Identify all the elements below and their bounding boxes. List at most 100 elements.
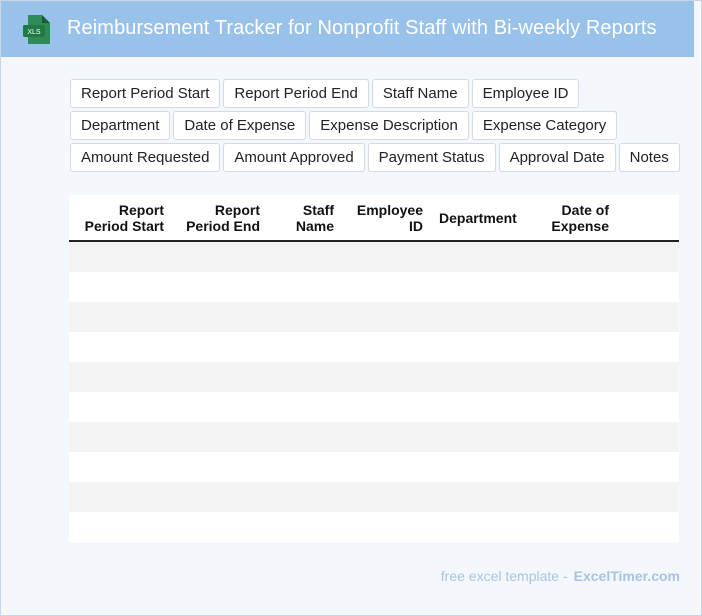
table-cell[interactable] [69, 362, 172, 392]
table-cell[interactable] [172, 272, 268, 302]
table-cell[interactable] [342, 302, 431, 332]
column-header[interactable]: Report Period End [172, 195, 268, 242]
column-header[interactable]: Department [431, 195, 522, 242]
table-cell[interactable] [617, 392, 679, 422]
table-cell[interactable] [617, 302, 679, 332]
table-cell[interactable] [69, 482, 172, 512]
column-header[interactable]: Date of Expense [522, 195, 617, 242]
column-header[interactable]: Staff Name [268, 195, 342, 242]
table-cell[interactable] [268, 482, 342, 512]
table-cell[interactable] [522, 332, 617, 362]
file-badge-label: XLS [27, 29, 41, 36]
table-cell[interactable] [431, 272, 522, 302]
table-cell[interactable] [172, 452, 268, 482]
table-cell[interactable] [268, 272, 342, 302]
field-chip[interactable]: Payment Status [367, 143, 496, 172]
field-chip[interactable]: Report Period End [223, 79, 369, 108]
table-cell[interactable] [522, 392, 617, 422]
table-cell[interactable] [342, 452, 431, 482]
table-cell[interactable] [268, 241, 342, 272]
table-cell[interactable] [172, 332, 268, 362]
table-cell[interactable] [69, 302, 172, 332]
field-chip[interactable]: Date of Expense [173, 111, 307, 140]
table-cell[interactable] [431, 392, 522, 422]
table-cell[interactable] [342, 362, 431, 392]
table-cell[interactable] [617, 272, 679, 302]
table-cell[interactable] [69, 241, 172, 272]
field-chip[interactable]: Amount Approved [223, 143, 365, 172]
column-header-line: Staff [302, 201, 334, 218]
app-header: XLS Reimbursement Tracker for Nonprofit … [1, 1, 694, 57]
data-table-container[interactable]: Report Period Start Report Period End Staff N… [69, 195, 679, 542]
column-header-line: Report [214, 201, 260, 218]
table-cell[interactable] [69, 422, 172, 452]
field-chip[interactable]: Notes [618, 143, 680, 172]
table-cell[interactable] [522, 241, 617, 272]
table-cell[interactable] [69, 392, 172, 422]
table-row [69, 272, 679, 302]
data-table: Report Period Start Report Period End Staff N… [69, 195, 679, 542]
field-chip[interactable]: Expense Category [471, 111, 618, 140]
table-cell[interactable] [342, 332, 431, 362]
table-cell[interactable] [522, 302, 617, 332]
table-cell[interactable] [522, 272, 617, 302]
table-cell[interactable] [342, 512, 431, 542]
field-chip[interactable]: Report Period Start [70, 79, 221, 108]
field-chip[interactable]: Staff Name [371, 79, 469, 108]
table-cell[interactable] [617, 452, 679, 482]
table-cell[interactable] [172, 482, 268, 512]
column-header[interactable]: Report Period Start [69, 195, 172, 242]
table-cell[interactable] [431, 362, 522, 392]
field-chip[interactable]: Amount Requested [70, 143, 221, 172]
table-header-row: Report Period Start Report Period End Staff N… [69, 195, 679, 242]
table-cell[interactable] [522, 422, 617, 452]
table-cell[interactable] [69, 272, 172, 302]
table-cell[interactable] [431, 332, 522, 362]
table-cell[interactable] [172, 241, 268, 272]
table-cell[interactable] [617, 482, 679, 512]
field-chip[interactable]: Expense Description [309, 111, 469, 140]
table-cell[interactable] [342, 241, 431, 272]
field-chip[interactable]: Department [70, 111, 171, 140]
table-cell[interactable] [617, 362, 679, 392]
table-cell[interactable] [342, 272, 431, 302]
table-cell[interactable] [617, 422, 679, 452]
table-cell[interactable] [617, 332, 679, 362]
table-cell[interactable] [522, 512, 617, 542]
field-chip[interactable]: Employee ID [471, 79, 580, 108]
table-cell[interactable] [268, 362, 342, 392]
table-cell[interactable] [431, 482, 522, 512]
table-cell[interactable] [431, 452, 522, 482]
table-cell[interactable] [431, 512, 522, 542]
table-cell[interactable] [431, 302, 522, 332]
table-cell[interactable] [342, 422, 431, 452]
table-cell[interactable] [522, 452, 617, 482]
table-cell[interactable] [431, 422, 522, 452]
field-chip[interactable]: Approval Date [498, 143, 616, 172]
table-cell[interactable] [268, 332, 342, 362]
column-header[interactable]: Employee ID [342, 195, 431, 242]
table-cell[interactable] [172, 302, 268, 332]
table-cell[interactable] [617, 512, 679, 542]
table-cell[interactable] [342, 482, 431, 512]
table-cell[interactable] [172, 362, 268, 392]
table-cell[interactable] [268, 392, 342, 422]
table-cell[interactable] [522, 362, 617, 392]
table-cell[interactable] [617, 241, 679, 272]
table-cell[interactable] [172, 422, 268, 452]
table-cell[interactable] [69, 332, 172, 362]
column-header-line: Report [118, 201, 164, 218]
table-cell[interactable] [268, 512, 342, 542]
table-cell[interactable] [342, 392, 431, 422]
table-cell[interactable] [69, 512, 172, 542]
table-cell[interactable] [69, 452, 172, 482]
table-cell[interactable] [522, 482, 617, 512]
table-cell[interactable] [431, 241, 522, 272]
footer-brand-link[interactable]: ExcelTimer.com [573, 568, 680, 584]
table-cell[interactable] [172, 392, 268, 422]
table-cell[interactable] [172, 512, 268, 542]
table-cell[interactable] [268, 422, 342, 452]
table-cell[interactable] [268, 452, 342, 482]
table-cell[interactable] [268, 302, 342, 332]
